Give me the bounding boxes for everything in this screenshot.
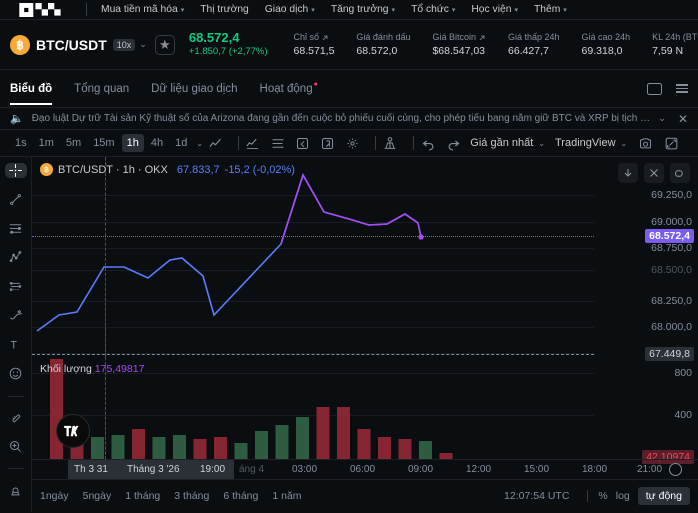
svg-text:T: T bbox=[11, 340, 18, 352]
